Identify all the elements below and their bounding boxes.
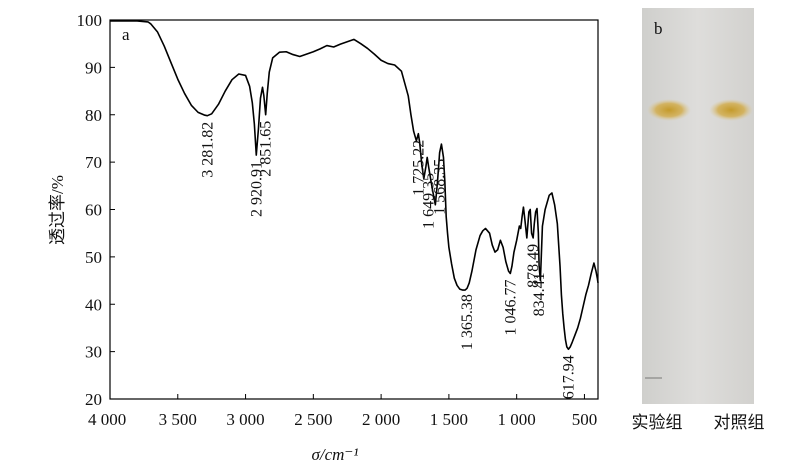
tlc-plate <box>642 8 754 404</box>
peak-label: 1 649.35 <box>421 173 438 229</box>
tlc-spot-experimental <box>647 99 691 121</box>
peak-label: 1 365.38 <box>459 294 476 350</box>
tlc-lane-label-experimental: 实验组 <box>632 413 683 433</box>
y-tick-label: 80 <box>85 106 102 125</box>
plot-frame <box>109 19 599 400</box>
tlc-spot-control <box>709 99 753 121</box>
y-tick-label: 60 <box>85 201 102 220</box>
x-tick-label: 1 000 <box>498 410 536 429</box>
x-tick-label: 3 500 <box>159 410 197 429</box>
y-axis-ticks: 20 30 40 50 60 70 80 90 100 <box>77 11 115 409</box>
y-tick-label: 40 <box>85 295 102 314</box>
y-tick-label: 100 <box>77 11 103 30</box>
x-axis-label-text: σ/cm⁻¹ <box>312 445 359 464</box>
x-tick-label: 3 000 <box>226 410 264 429</box>
peak-label: 834.41 <box>531 272 548 316</box>
tlc-plate-panel: b 实验组 对照组 <box>632 8 765 433</box>
ir-spectrum-panel: a 20 30 40 50 60 70 80 90 100 4 000 3 500 3 000 2 5… <box>48 11 599 464</box>
y-tick-label: 30 <box>85 343 102 362</box>
y-axis-label: 透过率/% <box>48 175 67 245</box>
peak-label: 617.94 <box>561 355 578 399</box>
peak-label: 1 568.35 <box>432 159 449 215</box>
y-tick-label: 90 <box>85 58 102 77</box>
peak-label: 2 920.91 <box>248 161 265 217</box>
y-axis-label-text: 透过率/% <box>48 175 67 245</box>
peak-label: 3 281.82 <box>199 122 216 178</box>
x-tick-label: 2 000 <box>362 410 400 429</box>
peak-label: 878.49 <box>525 244 542 288</box>
peak-labels: 3 281.82 2 920.912 851.65 1 725.221 649.35… <box>199 121 578 399</box>
x-axis-label: σ/cm⁻¹ <box>312 445 359 464</box>
tlc-lane-label-control: 对照组 <box>714 413 765 433</box>
x-tick-label: 1 500 <box>430 410 468 429</box>
y-tick-label: 70 <box>85 153 102 172</box>
peak-label: 1 046.77 <box>502 280 519 336</box>
spectrum-line <box>110 20 599 351</box>
peak-label: 2 851.65 <box>258 121 275 177</box>
x-tick-label: 500 <box>572 410 598 429</box>
y-tick-label: 20 <box>85 390 102 409</box>
peak-label: 1 725.22 <box>410 140 427 196</box>
x-axis-ticks: 4 000 3 500 3 000 2 500 2 000 1 500 1 000 500 <box>88 394 597 429</box>
panel-b-letter: b <box>654 19 663 38</box>
y-tick-label: 50 <box>85 248 102 267</box>
x-tick-label: 2 500 <box>294 410 332 429</box>
x-tick-label: 4 000 <box>88 410 126 429</box>
panel-a-letter: a <box>122 25 130 44</box>
